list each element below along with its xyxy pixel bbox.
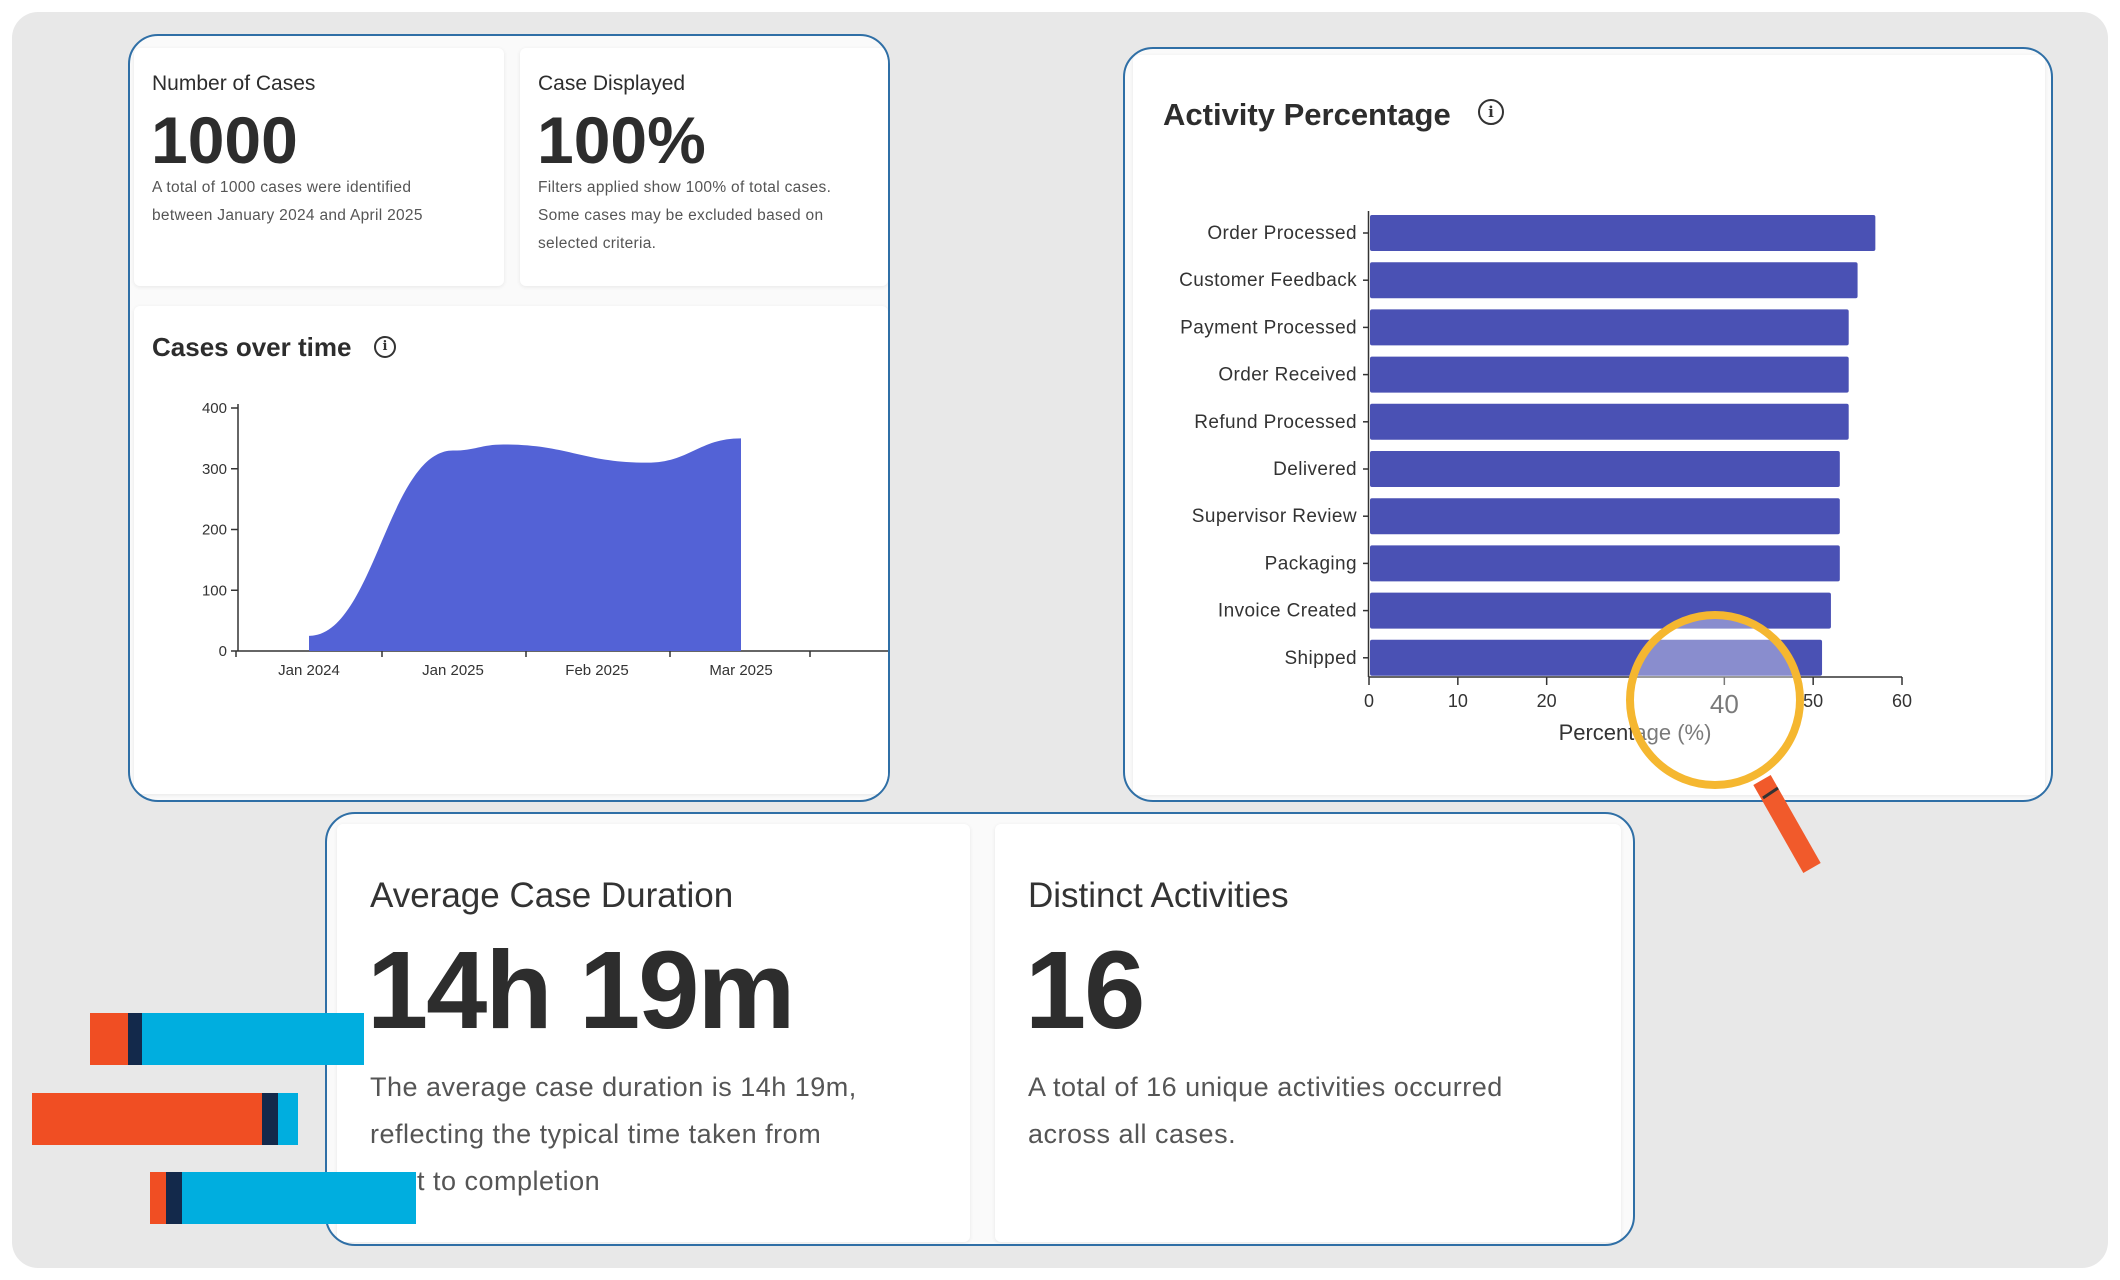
bar: [1370, 498, 1840, 535]
y-tick-label: 300: [202, 461, 227, 478]
number-of-cases-card: Number of Cases 1000 A total of 1000 cas…: [134, 48, 504, 286]
x-tick-label: Jan 2025: [422, 662, 484, 679]
magnifier-icon: [1626, 611, 1821, 873]
bar: [1370, 451, 1840, 487]
x-tick-label: 20: [1537, 691, 1557, 711]
chart-title: Activity Percentage: [1163, 97, 1451, 132]
bar: [1370, 639, 1823, 676]
kpi-description: A total of 1000 cases were identified be…: [152, 179, 423, 224]
deco-bar-navy: [166, 1172, 182, 1224]
category-label: Refund Processed: [1194, 412, 1357, 433]
deco-bar-blue: [278, 1093, 298, 1145]
x-tick-label: 40: [1710, 689, 1739, 719]
x-tick-label: Jan 2024: [278, 662, 340, 679]
area-series: [309, 438, 741, 651]
kpi-value: 14h 19m: [367, 929, 795, 1052]
cases-panel: Number of Cases 1000 A total of 1000 cas…: [128, 34, 890, 802]
deco-bar-orange: [90, 1013, 128, 1065]
bar: [1370, 215, 1876, 251]
kpi-label: Case Displayed: [538, 72, 686, 95]
x-tick-label: 60: [1892, 691, 1912, 711]
kpi-description: The average case duration is 14h 19m, re…: [370, 1072, 857, 1196]
kpi-description: A total of 16 unique activities occurred…: [1028, 1072, 1503, 1149]
info-icon[interactable]: i: [374, 336, 396, 358]
y-tick-label: 400: [202, 400, 227, 417]
deco-bar-blue: [142, 1013, 364, 1065]
activity-percentage-chart: Order Processed Customer Feedback Payment …: [1179, 211, 1912, 745]
bar: [1370, 592, 1831, 629]
category-label: Customer Feedback: [1179, 270, 1357, 291]
kpi-description: Filters applied show 100% of total cases…: [538, 179, 832, 252]
magnifier-lens: [1626, 611, 1804, 789]
category-label: Order Received: [1218, 365, 1357, 386]
cases-over-time-card: Cases over time i 0 100 200 300 400 Jan 2024 J…: [134, 306, 888, 794]
kpi-label: Average Case Duration: [370, 876, 734, 915]
bar: [1370, 262, 1858, 299]
bar: [1370, 309, 1849, 346]
x-tick-label: 10: [1448, 691, 1468, 711]
x-tick-label: 0: [1364, 691, 1374, 711]
category-label: Supervisor Review: [1192, 506, 1357, 527]
category-label: Invoice Created: [1218, 601, 1357, 622]
category-label: Packaging: [1265, 553, 1357, 574]
info-icon[interactable]: i: [1478, 99, 1504, 125]
bar: [1370, 545, 1840, 582]
chart-title: Cases over time: [152, 332, 352, 362]
deco-bar-orange: [150, 1172, 166, 1224]
average-case-duration-card: Average Case Duration 14h 19m The averag…: [337, 824, 970, 1242]
summary-panel: Average Case Duration 14h 19m The averag…: [325, 812, 1635, 1246]
case-displayed-card: Case Displayed 100% Filters applied show…: [520, 48, 888, 286]
category-label: Payment Processed: [1180, 317, 1357, 338]
kpi-value: 1000: [151, 103, 298, 177]
y-tick-label: 200: [202, 522, 227, 539]
bar: [1370, 403, 1849, 440]
deco-bar-navy: [128, 1013, 142, 1065]
x-tick-label: Mar 2025: [709, 662, 772, 679]
cases-over-time-chart: 0 100 200 300 400 Jan 2024 Jan 2025 Feb 2025 Mar…: [202, 400, 888, 679]
deco-bar-navy: [262, 1093, 278, 1145]
category-label: Order Processed: [1207, 223, 1357, 244]
kpi-label: Distinct Activities: [1028, 876, 1289, 915]
category-label: Shipped: [1284, 648, 1357, 669]
x-tick-label: 50: [1803, 691, 1823, 711]
bar: [1370, 356, 1849, 393]
kpi-label: Number of Cases: [152, 72, 316, 95]
category-label: Delivered: [1273, 459, 1357, 480]
y-tick-label: 100: [202, 582, 227, 599]
distinct-activities-card: Distinct Activities 16 A total of 16 uni…: [995, 824, 1621, 1242]
kpi-value: 100%: [537, 103, 706, 177]
kpi-value: 16: [1025, 929, 1145, 1052]
deco-bar-orange: [32, 1093, 262, 1145]
magnifier-band: [1762, 786, 1779, 800]
x-tick-label: Feb 2025: [565, 662, 628, 679]
deco-bar-blue: [182, 1172, 416, 1224]
y-tick-label: 0: [219, 643, 227, 660]
